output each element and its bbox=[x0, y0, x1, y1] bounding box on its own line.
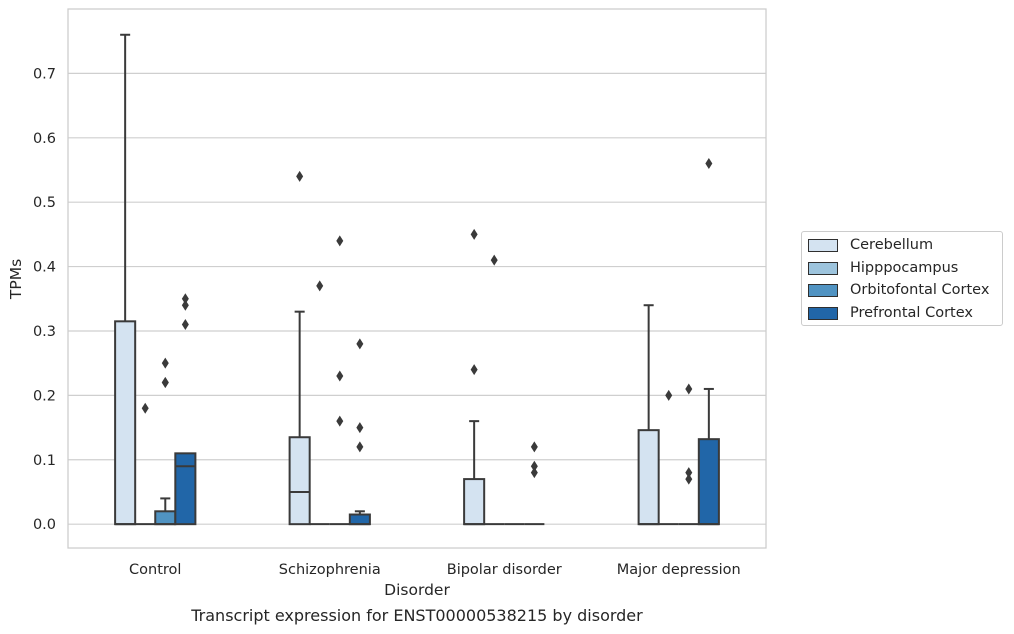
outlier-point bbox=[141, 402, 149, 414]
outlier-point bbox=[161, 357, 169, 369]
box-body bbox=[463, 478, 486, 526]
legend-label-prefrontal-cortex: Prefrontal Cortex bbox=[850, 305, 973, 321]
outlier-point bbox=[161, 377, 169, 389]
legend-label-cerebellum: Cerebellum bbox=[850, 237, 934, 253]
outlier-point bbox=[705, 158, 713, 170]
plot-frame bbox=[67, 8, 767, 549]
box-orbitofontal-cortex bbox=[329, 235, 350, 526]
box-body bbox=[154, 510, 177, 526]
box-body bbox=[174, 452, 197, 526]
outlier-point bbox=[490, 254, 498, 266]
outlier-point bbox=[470, 228, 478, 240]
outlier-point bbox=[530, 467, 538, 479]
outlier-point bbox=[356, 338, 364, 350]
x-tick-label: Bipolar disorder bbox=[447, 562, 562, 578]
outlier-point bbox=[356, 422, 364, 434]
outlier-point bbox=[181, 299, 189, 311]
box-cerebellum bbox=[463, 228, 486, 526]
box-body bbox=[114, 320, 137, 526]
gridlines bbox=[68, 72, 766, 525]
legend-label-hippocampus: Hipppocampus bbox=[850, 260, 959, 276]
outlier-point bbox=[530, 460, 538, 472]
x-tick-label: Control bbox=[129, 562, 181, 578]
outlier-point bbox=[336, 235, 344, 247]
legend-label-orbitofrontal-cortex: Orbitofontal Cortex bbox=[850, 282, 990, 298]
x-axis-label: Disorder bbox=[384, 581, 450, 599]
box-prefrontal-cortex bbox=[348, 338, 371, 526]
box-orbitofontal-cortex bbox=[678, 383, 699, 526]
box-body bbox=[348, 513, 371, 526]
legend-swatch-orbitofrontal-cortex bbox=[808, 283, 838, 297]
y-tick-label: 0.5 bbox=[33, 195, 56, 211]
legend-swatch-prefrontal-cortex bbox=[808, 306, 838, 320]
outlier-point bbox=[316, 280, 324, 292]
legend-swatch-hippocampus bbox=[808, 261, 838, 275]
box-body bbox=[637, 429, 660, 526]
chart-title: Transcript expression for ENST0000053821… bbox=[191, 606, 643, 625]
x-tick-label: Major depression bbox=[617, 562, 741, 578]
box-hipppocampus bbox=[309, 280, 330, 526]
legend-item-hippocampus: Hipppocampus bbox=[808, 257, 958, 279]
box-prefrontal-cortex bbox=[697, 158, 720, 526]
legend-item-orbitofrontal-cortex: Orbitofontal Cortex bbox=[808, 279, 989, 301]
y-tick-label: 0.3 bbox=[33, 324, 56, 340]
legend-item-cerebellum: Cerebellum bbox=[808, 234, 933, 256]
box-hipppocampus bbox=[484, 254, 505, 526]
box-orbitofontal-cortex bbox=[154, 357, 177, 526]
box-hipppocampus bbox=[135, 402, 156, 526]
y-tick-label: 0.4 bbox=[33, 260, 56, 276]
box-hipppocampus bbox=[658, 389, 679, 526]
legend-swatch-cerebellum bbox=[808, 238, 838, 252]
y-tick-label: 0.1 bbox=[33, 453, 56, 469]
outlier-point bbox=[685, 467, 693, 479]
outlier-point bbox=[530, 441, 538, 453]
outlier-point bbox=[181, 319, 189, 331]
box-cerebellum bbox=[114, 33, 137, 526]
box-cerebellum bbox=[637, 304, 660, 526]
outlier-point bbox=[665, 389, 673, 401]
legend-item-prefrontal-cortex: Prefrontal Cortex bbox=[808, 302, 973, 324]
outlier-point bbox=[296, 170, 304, 182]
y-tick-label: 0.0 bbox=[33, 517, 56, 533]
outlier-point bbox=[336, 415, 344, 427]
outlier-point bbox=[356, 441, 364, 453]
outlier-point bbox=[336, 370, 344, 382]
outlier-point bbox=[181, 293, 189, 305]
y-tick-label: 0.2 bbox=[33, 388, 56, 404]
x-tick-label: Schizophrenia bbox=[279, 562, 381, 578]
axes: 0.0 0.1 0.2 0.3 0.4 0.5 0.6 0.7 Control Schizophr… bbox=[33, 66, 741, 578]
box-body bbox=[697, 438, 720, 526]
legend: Cerebellum Hipppocampus Orbitofontal Cor… bbox=[801, 231, 1003, 326]
box-cerebellum bbox=[288, 170, 311, 526]
outlier-point bbox=[685, 383, 693, 395]
box-prefrontal-cortex bbox=[174, 293, 197, 526]
box-series bbox=[114, 33, 720, 526]
y-tick-label: 0.7 bbox=[33, 66, 56, 82]
outlier-point bbox=[470, 364, 478, 376]
y-axis-label: TPMs bbox=[7, 259, 25, 300]
y-tick-label: 0.6 bbox=[33, 131, 56, 147]
box-prefrontal-cortex bbox=[524, 441, 545, 526]
box-body bbox=[288, 436, 311, 526]
outlier-point bbox=[685, 473, 693, 485]
